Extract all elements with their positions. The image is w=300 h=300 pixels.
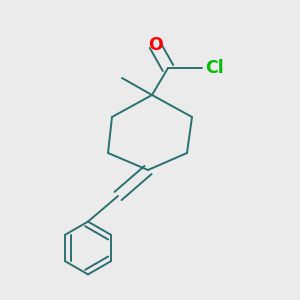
Text: O: O (148, 36, 162, 54)
Text: Cl: Cl (205, 59, 224, 77)
